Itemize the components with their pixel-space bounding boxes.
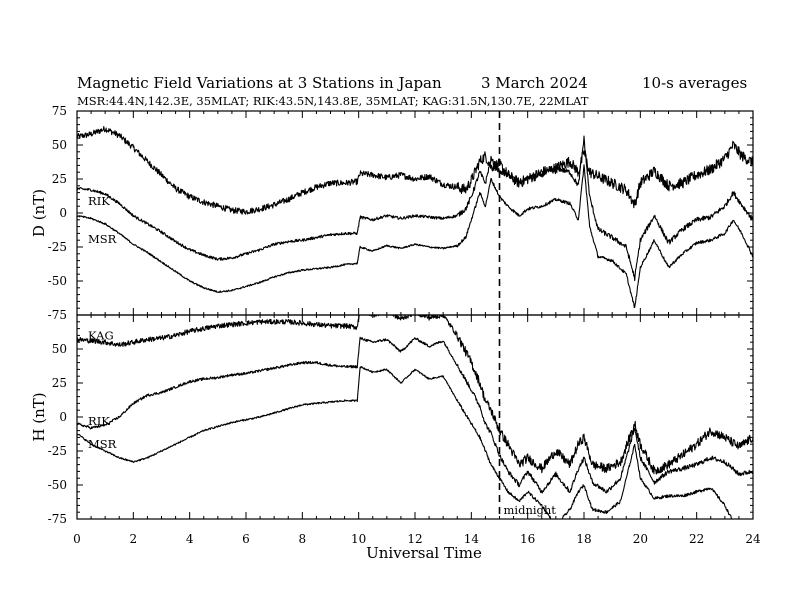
x-tick-label: 4 [186,532,194,546]
y-tick-label-D: -75 [48,308,67,322]
series-label-D-RIK: RIK [88,194,110,208]
y-tick-label-D: 50 [52,138,67,152]
y-tick-label-D: 75 [52,104,67,118]
x-tick-label: 24 [745,532,761,546]
x-tick-label: 20 [633,532,648,546]
series-line-H-KAG [77,315,753,475]
y-tick-label-D: -50 [48,274,67,288]
y-tick-label-H: -25 [48,444,67,458]
series-line-D-KAG [77,126,753,215]
x-tick-label: 10 [351,532,366,546]
y-axis-title-D: D (nT) [30,189,48,237]
midnight-annotation: midnight [504,503,557,517]
series-line-D-MSR [77,164,753,309]
x-tick-label: 16 [520,532,535,546]
panel-frame-D [76,110,754,316]
series-line-H-MSR [77,366,733,519]
y-tick-label-D: 25 [52,172,67,186]
y-tick-label-H: 0 [59,410,67,424]
panel-frame-H [76,314,754,520]
x-axis-title: Universal Time [366,544,482,562]
chart-date: 3 March 2024 [481,74,588,92]
series-label-D-MSR: MSR [88,232,117,246]
x-tick-label: 6 [242,532,250,546]
y-tick-label-D: -25 [48,240,67,254]
x-tick-label: 14 [464,532,480,546]
y-tick-label-D: 0 [59,206,67,220]
y-tick-label-H: 25 [52,376,67,390]
series-line-H-RIK [77,336,753,494]
y-tick-label-H: 50 [52,342,67,356]
series-label-H-KAG: KAG [88,328,114,342]
y-tick-label-H: -50 [48,478,67,492]
series-label-H-RIK: RIK [88,414,110,428]
series-line-D-RIK [77,135,753,282]
station-coordinates: MSR:44.4N,142.3E, 35MLAT; RIK:43.5N,143.… [77,94,589,108]
x-tick-label: 8 [299,532,307,546]
y-axis-title-H: H (nT) [30,392,48,441]
chart-averaging: 10-s averages [642,74,747,92]
x-tick-label: 2 [130,532,138,546]
x-tick-label: 18 [576,532,591,546]
x-tick-label: 0 [73,532,81,546]
plot-panels: 75 50 25 0 -25 -50 -75 D (nT) RIK MSR 50 25 0 -25 -50 -… [30,104,761,546]
y-tick-label-H: -75 [48,512,67,526]
x-tick-label: 22 [689,532,704,546]
chart-title: Magnetic Field Variations at 3 Stations … [77,74,442,92]
x-tick-label: 12 [407,532,422,546]
series-label-H-MSR: MSR [88,437,117,451]
